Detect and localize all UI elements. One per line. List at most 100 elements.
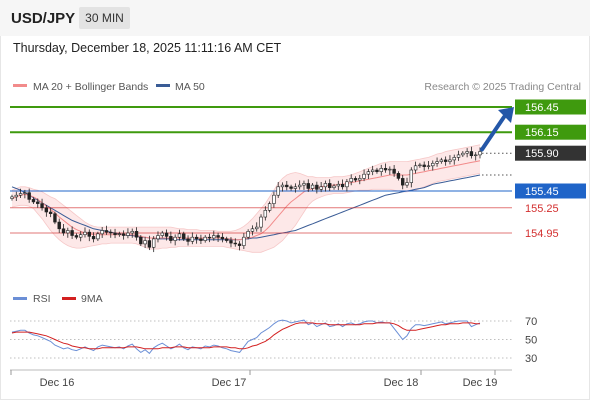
candle-body [74,235,79,238]
level-label-current: 155.90 [525,148,559,160]
candle-body [302,183,306,186]
candle-body [190,236,195,242]
candle-body [61,228,66,234]
level-tag-current [515,145,586,161]
candle-body [306,183,310,189]
candle-body [323,183,328,188]
candle-body [246,231,250,238]
candle-body [96,233,100,240]
candle-body [160,232,164,236]
candle-body [31,199,36,203]
candle-body [151,238,156,248]
candle-body [409,169,413,183]
candle-body [310,184,315,189]
x-tick-label: Dec 18 [384,377,419,389]
forecast-arrow-head [498,107,514,123]
candle-body [392,168,396,174]
candle-body [383,168,388,171]
timeframe-button[interactable]: 30 MIN [79,7,130,29]
candle-body [53,213,57,223]
candle-body [358,178,362,181]
candle-body [435,161,439,164]
candle-body [439,159,444,162]
level-tag-target [515,124,586,140]
candle-body [14,194,18,198]
level-label-target: 156.15 [525,127,559,139]
candle-body [366,171,371,175]
rsi-tick-label: 30 [525,353,537,365]
x-tick-label: Dec 16 [40,377,75,389]
candle-body [285,184,289,188]
candle-body [276,186,280,196]
level-label-support: 155.25 [525,203,559,215]
candle-body [255,226,259,230]
candle-body [87,231,91,237]
candle-body [418,164,422,167]
x-tick-label: Dec 19 [463,377,498,389]
symbol-title: USD/JPY [11,10,76,27]
bollinger-upper-line [11,144,481,232]
candle-body [70,230,74,236]
candle-body [44,207,49,213]
candle-body [173,236,177,241]
rsi-tick-label: 50 [525,335,537,347]
candle-body [203,236,207,241]
candle-body [443,159,448,162]
candle-body [379,168,383,172]
candle-body [422,164,426,167]
level-label-support: 154.95 [525,228,559,240]
candle-body [147,240,152,248]
candle-body [456,154,461,158]
candle-body [413,165,418,171]
candle-body [143,240,147,245]
candle-body [164,232,169,237]
candle-body [328,183,332,188]
candle-body [345,181,349,188]
candle-body [388,168,392,171]
candle-body [461,152,465,156]
candle-body [293,186,298,189]
forecast-arrow [480,115,506,152]
candle-body [259,216,263,228]
candle-body [169,236,173,241]
level-label-target: 156.45 [525,102,559,114]
candle-body [375,169,379,172]
candle-body [130,231,134,234]
rsi-ma-line [11,322,480,350]
x-axis: Dec 16 Dec 17 Dec 18 Dec 19 [10,370,498,389]
candle-body [431,162,435,167]
candle-body [109,231,113,234]
candle-body [353,178,358,181]
candle-body [79,234,83,238]
candle-body [405,182,409,186]
ma50-legend-swatch [156,84,170,87]
candle-body [207,236,212,239]
candle-body [121,233,126,236]
candle-body [126,232,130,236]
ma50-legend-label: MA 50 [175,81,205,93]
candle-body [91,236,96,240]
candle-body [465,151,469,154]
candle-body [280,184,285,188]
ma20-legend-swatch [13,84,27,87]
bollinger-band-fill [12,144,480,253]
ma20-legend-label: MA 20 + Bollinger Bands [33,81,148,93]
candle-body [117,233,122,235]
candle-body [401,178,405,186]
candle-body [452,157,456,161]
candle-body [48,211,53,214]
candle-body [349,178,353,183]
candle-body [66,230,70,234]
candle-body [224,238,229,241]
candle-body [216,235,220,238]
candle-body [139,236,143,245]
candle-body [100,230,104,235]
candle-body [177,233,182,238]
candle-body [362,173,366,179]
candle-body [104,230,109,233]
rsi-ma-legend-swatch [62,297,76,300]
rsi-legend-label: RSI [33,293,51,305]
candle-body [10,196,14,199]
level-tag-pivot [515,183,586,199]
candle-body [113,232,117,235]
